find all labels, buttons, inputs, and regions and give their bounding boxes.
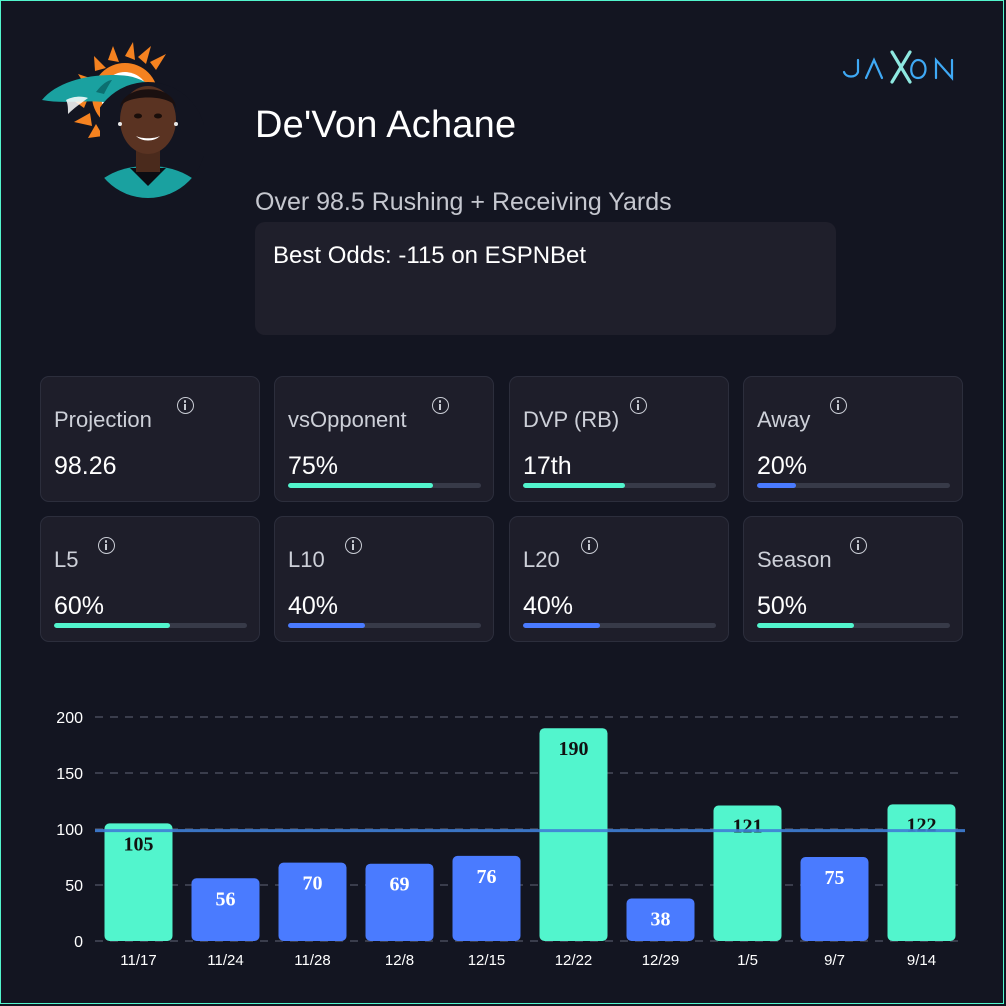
progress-fill xyxy=(757,623,854,628)
y-tick-label: 100 xyxy=(56,822,83,839)
stat-value: 17th xyxy=(523,452,572,480)
progress-track xyxy=(523,483,716,488)
info-icon[interactable] xyxy=(432,397,449,414)
progress-fill xyxy=(54,623,170,628)
y-tick-label: 150 xyxy=(56,766,83,783)
stat-value: 40% xyxy=(288,592,339,620)
best-odds-panel: Best Odds: -115 on ESPNBet xyxy=(255,222,836,335)
bar xyxy=(539,728,608,941)
bar xyxy=(278,862,347,941)
x-tick-label: 12/8 xyxy=(385,952,414,969)
prop-description: Over 98.5 Rushing + Receiving Yards xyxy=(255,188,672,216)
stat-card-vs-opponent: vsOpponent 75% xyxy=(274,376,494,502)
x-tick-label: 11/17 xyxy=(120,952,156,969)
x-tick-label: 9/14 xyxy=(907,952,936,969)
game-log-bar-chart: 0 50 100 150 200 105 11/17 56 11/24 70 11/28 69 12/8… xyxy=(56,710,965,969)
bar-value-label: 122 xyxy=(907,814,937,836)
x-tick-label: 12/29 xyxy=(642,952,680,969)
y-tick-label: 0 xyxy=(74,934,83,951)
stat-label: DVP (RB) xyxy=(523,407,620,432)
stat-value: 50% xyxy=(757,592,808,620)
x-tick-label: 12/22 xyxy=(555,952,593,969)
bar xyxy=(713,805,782,941)
progress-track xyxy=(54,623,247,628)
info-icon[interactable] xyxy=(830,397,847,414)
stat-value: 98.26 xyxy=(54,452,117,480)
y-tick-label: 200 xyxy=(56,710,83,727)
bar xyxy=(191,878,260,941)
bar-value-label: 56 xyxy=(216,888,236,910)
bar-value-label: 190 xyxy=(559,738,589,760)
info-icon[interactable] xyxy=(630,397,647,414)
y-tick-label: 50 xyxy=(65,878,83,895)
progress-track xyxy=(288,483,481,488)
stat-label: L10 xyxy=(288,547,325,572)
info-icon[interactable] xyxy=(850,537,867,554)
bar xyxy=(626,898,695,941)
stat-card-away: Away 20% xyxy=(743,376,963,502)
progress-fill xyxy=(523,623,601,628)
progress-track xyxy=(757,483,950,488)
bar xyxy=(800,857,869,941)
jaxon-logo-icon xyxy=(842,50,954,84)
x-tick-label: 11/28 xyxy=(294,952,330,969)
x-tick-label: 1/5 xyxy=(737,952,758,969)
stat-card-l5: L5 60% xyxy=(40,516,260,642)
best-odds-text: Best Odds: -115 on ESPNBet xyxy=(273,242,587,269)
stat-card-dvp: DVP (RB) 17th xyxy=(509,376,729,502)
player-headshot xyxy=(90,60,206,200)
progress-track xyxy=(757,623,950,628)
brand-logo xyxy=(840,46,962,86)
progress-fill xyxy=(288,623,366,628)
progress-fill xyxy=(288,483,433,488)
stat-label: Season xyxy=(757,547,832,572)
info-icon[interactable] xyxy=(345,537,362,554)
x-tick-label: 12/15 xyxy=(468,952,506,969)
stat-label: vsOpponent xyxy=(288,407,407,432)
stat-value: 60% xyxy=(54,592,105,620)
x-tick-label: 11/24 xyxy=(207,952,243,969)
stat-label: Away xyxy=(757,407,811,432)
info-icon[interactable] xyxy=(98,537,115,554)
bar-value-label: 76 xyxy=(477,866,497,888)
x-tick-label: 9/7 xyxy=(824,952,845,969)
bar xyxy=(104,823,173,941)
player-name: De'Von Achane xyxy=(255,104,517,146)
stat-card-l20: L20 40% xyxy=(509,516,729,642)
bar-value-label: 69 xyxy=(390,874,410,896)
progress-fill xyxy=(757,483,796,488)
bar-value-label: 38 xyxy=(651,908,671,930)
bar-value-label: 121 xyxy=(733,815,763,837)
stat-value: 40% xyxy=(523,592,574,620)
progress-fill xyxy=(523,483,626,488)
info-icon[interactable] xyxy=(581,537,598,554)
stat-value: 75% xyxy=(288,452,339,480)
stat-label: Projection xyxy=(54,407,152,432)
stat-label: L20 xyxy=(523,547,560,572)
bar xyxy=(887,804,956,941)
avatar xyxy=(90,82,206,198)
bar xyxy=(365,863,434,941)
bar-value-label: 70 xyxy=(303,873,323,895)
info-icon[interactable] xyxy=(177,397,194,414)
progress-track xyxy=(523,623,716,628)
stat-card-season: Season 50% xyxy=(743,516,963,642)
stat-card-l10: L10 40% xyxy=(274,516,494,642)
bar xyxy=(452,855,521,941)
bar-value-label: 75 xyxy=(825,867,845,889)
bar-value-label: 105 xyxy=(124,833,154,855)
stat-label: L5 xyxy=(54,547,79,572)
stat-card-projection: Projection 98.26 xyxy=(40,376,260,502)
progress-track xyxy=(288,623,481,628)
stat-value: 20% xyxy=(757,452,808,480)
